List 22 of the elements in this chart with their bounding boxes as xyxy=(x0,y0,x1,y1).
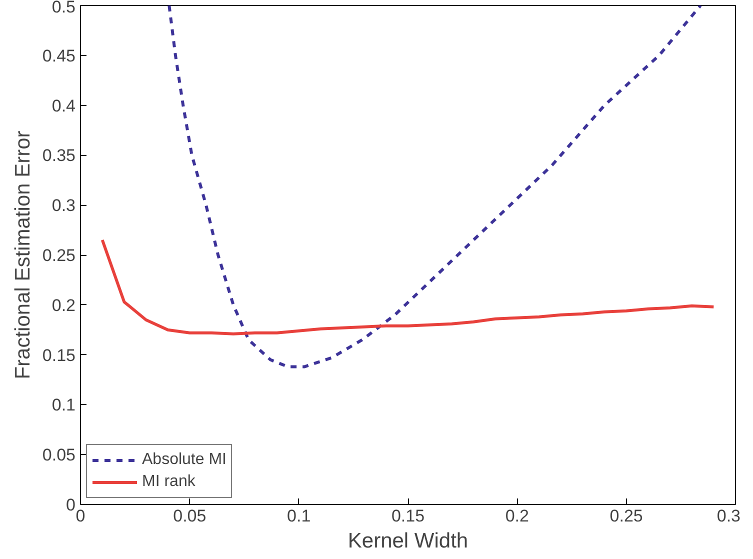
y-tick-label: 0.25 xyxy=(42,246,76,265)
x-tick-label: 0.15 xyxy=(391,506,425,526)
y-tick-label: 0.35 xyxy=(42,146,76,166)
y-tick-label: 0.4 xyxy=(52,96,76,116)
x-axis-title: Kernel Width xyxy=(348,530,468,552)
y-tick-label: 0.2 xyxy=(52,296,76,315)
legend-label: Absolute MI xyxy=(142,451,226,469)
y-tick-label: 0.1 xyxy=(52,396,76,415)
y-tick-label: 0.05 xyxy=(42,446,76,465)
line-series xyxy=(168,6,702,368)
x-tick-label: 0.25 xyxy=(610,506,643,526)
x-tick-label: 0.2 xyxy=(505,506,529,526)
legend-label: MI rank xyxy=(142,473,196,491)
x-tick-label: 0.1 xyxy=(287,506,311,526)
y-tick-label: 0.3 xyxy=(52,196,76,216)
x-tick-label: 0.3 xyxy=(716,506,741,526)
y-tick-label: 0.5 xyxy=(52,0,76,16)
y-tick-label: 0.15 xyxy=(42,346,76,365)
line-series xyxy=(100,238,716,336)
x-tick-label: 0.05 xyxy=(173,506,206,526)
y-tick-label: 0.45 xyxy=(42,46,76,66)
y-axis-title: Fractional Estimation Error xyxy=(11,130,34,380)
